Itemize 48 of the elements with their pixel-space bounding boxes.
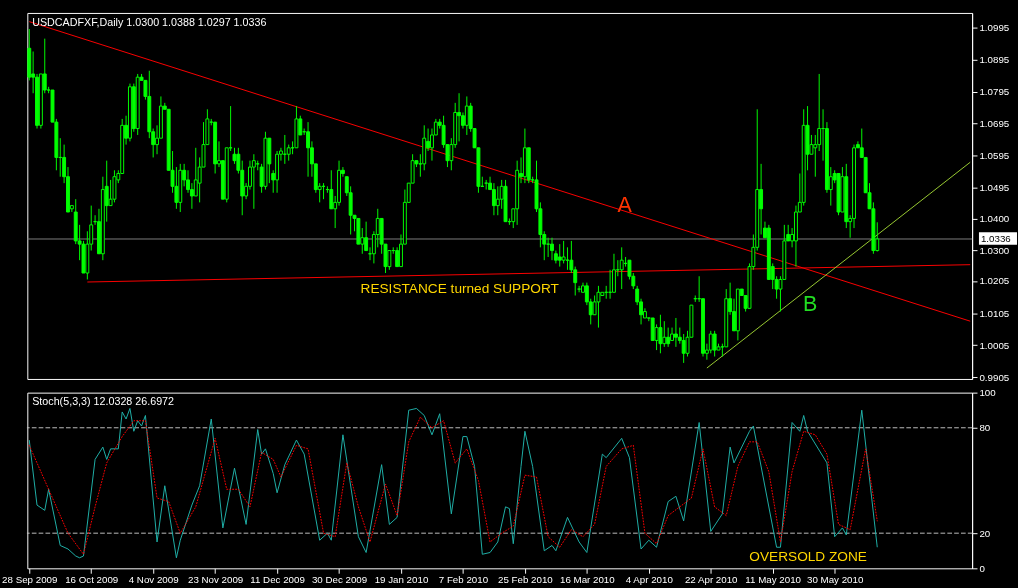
x-tick-label: 28 Sep 2009 [2, 574, 58, 586]
y-tick-label: 1.0495 [979, 182, 1010, 194]
candlestick [577, 285, 582, 293]
x-tick-label: 7 Feb 2010 [438, 574, 489, 586]
annotation: B [802, 291, 818, 316]
y-tick-label: 20 [979, 527, 991, 539]
x-tick-label: 23 Nov 2009 [187, 574, 244, 586]
candlestick [251, 153, 256, 210]
chart-title: USDCADFXF,Daily 1.0300 1.0388 1.0297 1.0336 [32, 15, 267, 28]
y-tick-label: 0.9905 [979, 371, 1010, 383]
y-tick-label: 0 [979, 562, 986, 574]
x-tick-label: 30 May 2010 [806, 574, 864, 586]
candlestick [662, 320, 667, 348]
y-tick-label: 1.0695 [979, 118, 1010, 130]
candlestick [658, 314, 663, 354]
ref-line-label: 1.0336 [980, 232, 1011, 244]
x-tick-label: 19 Jan 2010 [374, 574, 429, 586]
x-tick-label: 16 Oct 2009 [65, 574, 119, 586]
y-tick-label: 1.0105 [979, 307, 1010, 319]
candlestick [306, 121, 311, 178]
x-tick-label: 25 Feb 2010 [498, 574, 554, 586]
y-tick-label: 1.0895 [979, 53, 1010, 65]
candlestick [550, 237, 554, 261]
candlestick [619, 246, 624, 290]
y-tick-label: 1.0005 [979, 339, 1010, 351]
candlestick [491, 182, 496, 216]
annotation: RESISTANCE turned SUPPORT [360, 281, 560, 297]
y-tick-label: 1.0795 [979, 86, 1010, 98]
x-tick-label: 11 Dec 2009 [250, 574, 305, 586]
annotation: A [617, 193, 633, 218]
x-tick-label: 4 Apr 2010 [625, 574, 674, 586]
x-tick-label: 4 Nov 2009 [128, 574, 179, 586]
annotation: OVERSOLD ZONE [749, 548, 867, 564]
y-tick-label: 80 [979, 422, 991, 434]
candlestick [329, 169, 334, 210]
y-tick-label: 1.0995 [979, 21, 1010, 33]
candlestick [546, 237, 551, 258]
y-tick-label: 1.0300 [979, 244, 1010, 256]
y-tick-label: 1.0205 [979, 275, 1010, 287]
chart-title: Stoch(5,3,3) 12.0328 26.6972 [32, 395, 175, 408]
x-tick-label: 22 Apr 2010 [684, 574, 739, 586]
y-tick-label: 100 [979, 387, 997, 399]
y-tick-label: 1.0595 [979, 150, 1010, 162]
y-tick-label: 1.0400 [979, 212, 1010, 224]
x-tick-label: 30 Dec 2009 [311, 574, 368, 586]
x-tick-label: 11 May 2010 [745, 574, 802, 586]
x-tick-label: 16 Mar 2010 [559, 574, 616, 586]
candlestick [395, 246, 400, 268]
